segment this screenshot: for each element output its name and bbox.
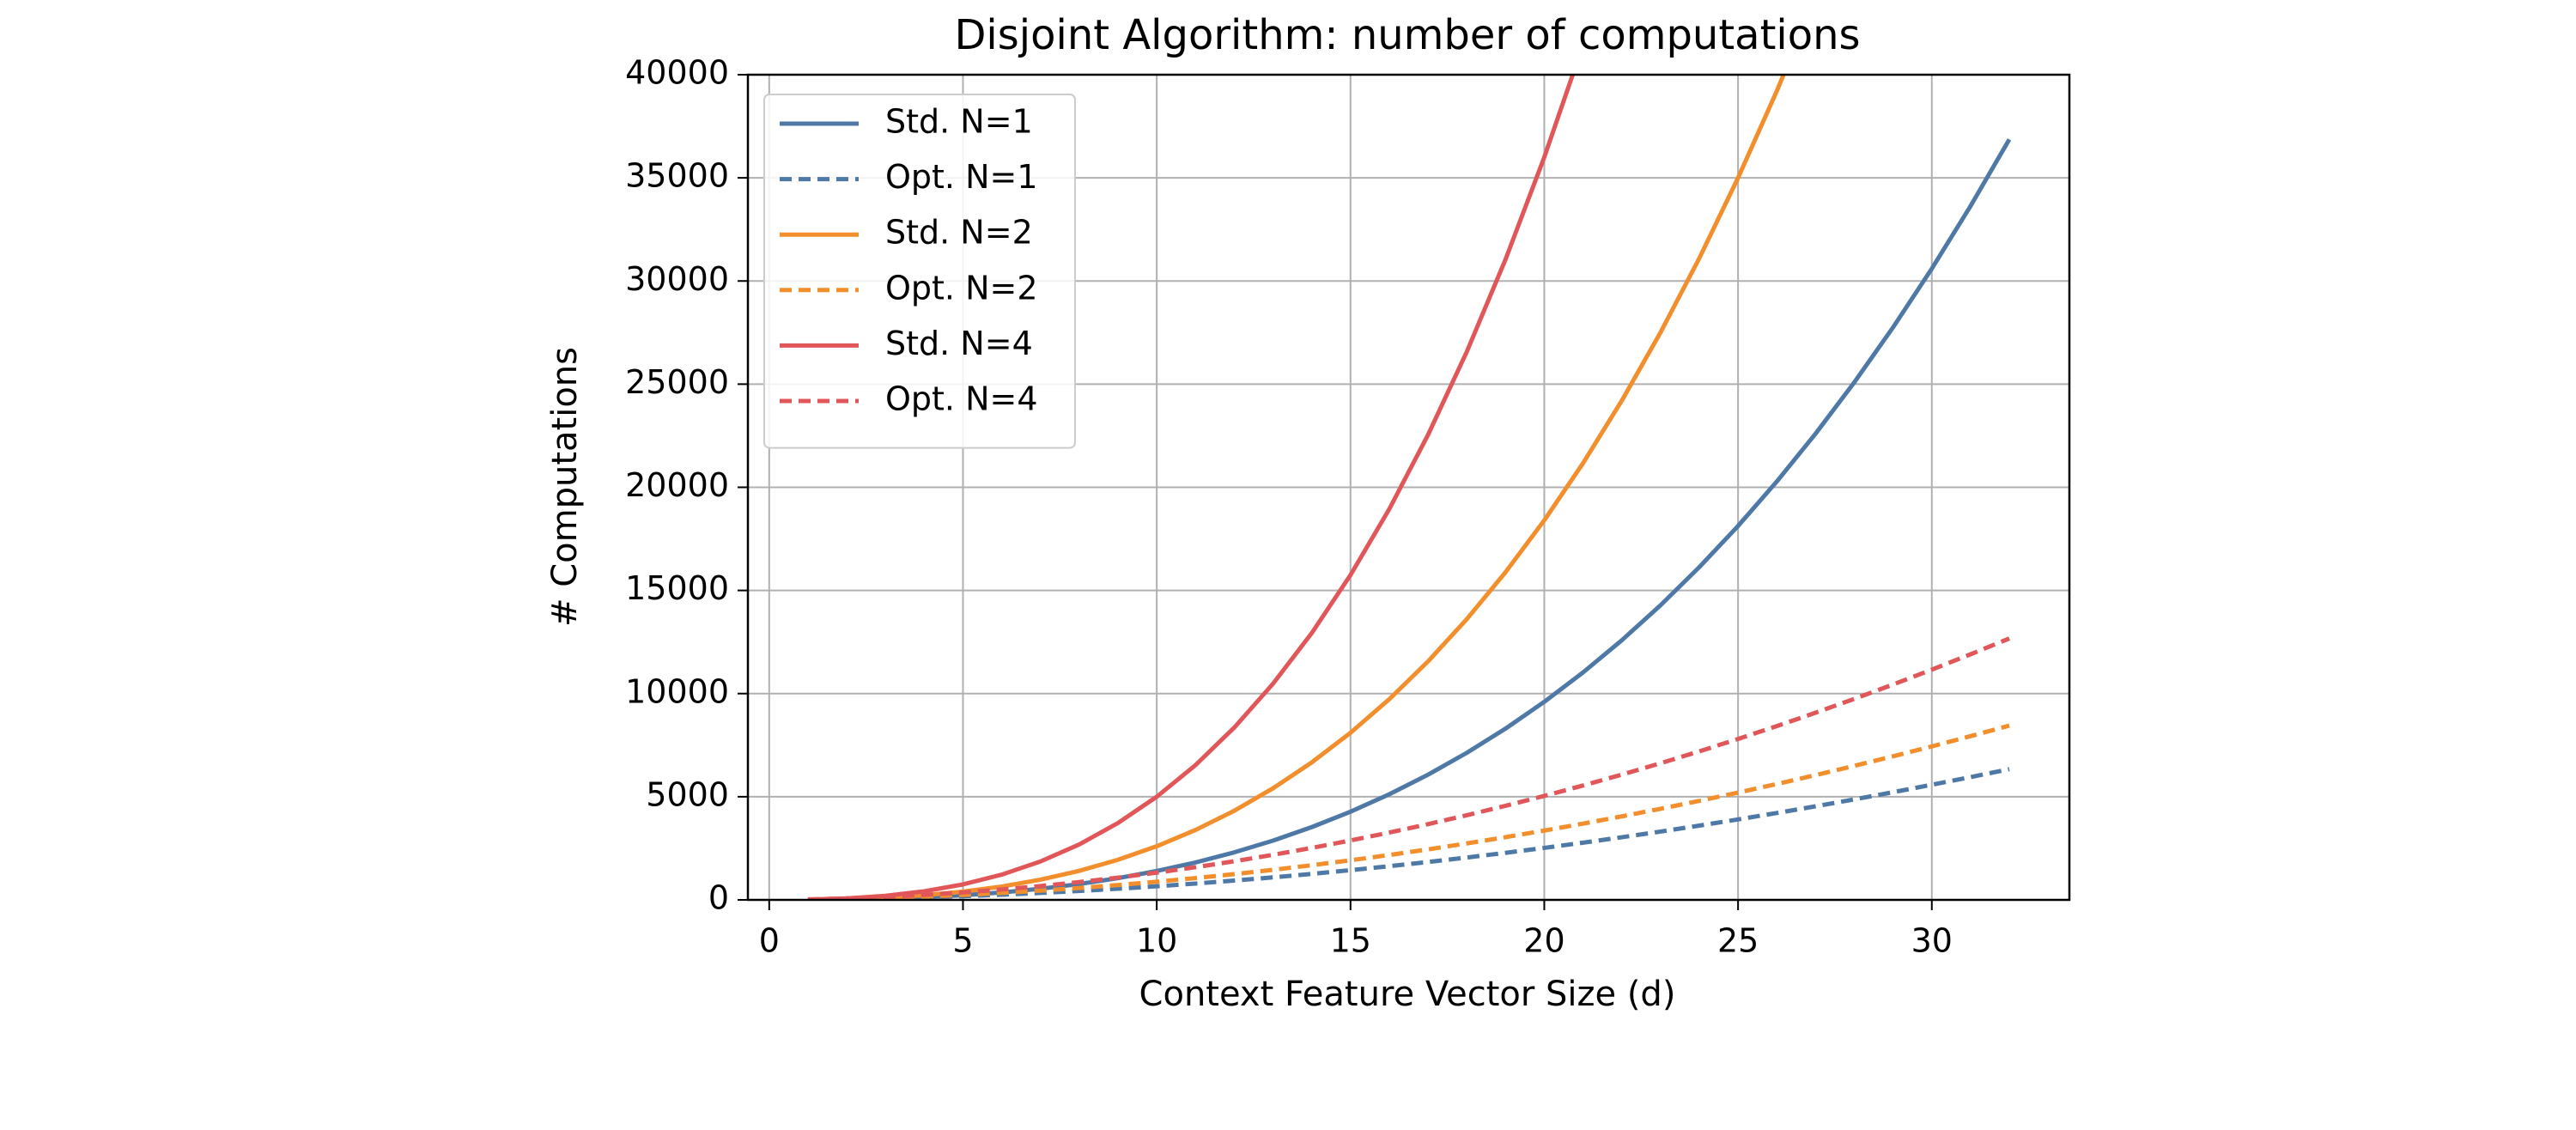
legend-label: Std. N=4 [885, 325, 1033, 362]
x-tick-label: 10 [1136, 922, 1177, 960]
legend-label: Std. N=2 [885, 214, 1033, 252]
y-tick-label: 25000 [625, 363, 729, 401]
legend: Std. N=1 Opt. N=1 Std. N=2 Opt. N=2 Std. N=4… [763, 94, 1076, 449]
line-series [807, 723, 2010, 900]
y-tick-label: 35000 [625, 157, 729, 195]
y-tick-label: 10000 [625, 672, 729, 710]
chart-title: Disjoint Algorithm: number of computatio… [954, 11, 1860, 59]
x-tick-label: 0 [759, 922, 780, 960]
grid [748, 74, 2069, 901]
plot-area [807, 75, 2012, 900]
legend-label: Opt. N=4 [885, 380, 1038, 418]
y-tick-label: 40000 [625, 54, 729, 92]
legend-label: Opt. N=1 [885, 158, 1038, 196]
legend-box [763, 94, 1076, 449]
y-tick-label: 30000 [625, 260, 729, 298]
x-tick-label: 15 [1330, 922, 1371, 960]
x-tick-label: 20 [1523, 922, 1564, 960]
ticks: 0 5 10 15 20 25 30 0 5000 10000 15000 20000 25000 300… [625, 54, 1953, 960]
x-tick-label: 25 [1717, 922, 1759, 960]
y-tick-label: 20000 [625, 466, 729, 504]
legend-label: Std. N=1 [885, 103, 1033, 141]
y-tick-label: 0 [708, 879, 729, 917]
x-tick-label: 30 [1911, 922, 1953, 960]
line-series [807, 75, 1576, 900]
line-series [807, 636, 2010, 900]
y-axis-label: # Computations [545, 347, 585, 627]
x-axis-label: Context Feature Vector Size (d) [1139, 975, 1676, 1014]
line-series [807, 75, 1786, 900]
x-tick-label: 5 [952, 922, 973, 960]
legend-label: Opt. N=2 [885, 269, 1038, 307]
y-tick-label: 5000 [646, 775, 729, 813]
y-tick-label: 15000 [625, 569, 729, 607]
